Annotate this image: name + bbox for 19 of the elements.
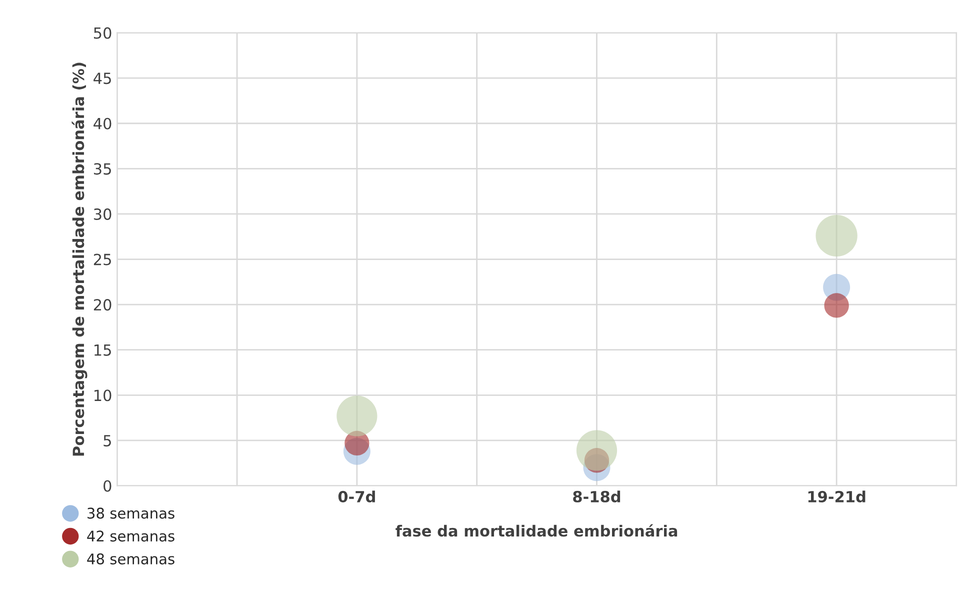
legend-label: 42 semanas — [87, 530, 174, 542]
y-tick-label: 10 — [94, 390, 112, 402]
x-tick-label: 0-7d — [338, 490, 375, 502]
y-tick-label: 25 — [94, 254, 111, 266]
y-tick-label: 15 — [94, 344, 111, 356]
legend-label: 38 semanas — [88, 508, 174, 519]
y-tick-label: 30 — [94, 208, 112, 220]
y-tick-label: 0 — [104, 480, 112, 492]
legend-label: 48 semanas — [87, 553, 174, 564]
y-tick-label: 20 — [94, 299, 112, 311]
y-tick-label: 50 — [94, 27, 112, 39]
y-tick-label: 5 — [104, 435, 111, 446]
y-tick-label: 45 — [94, 72, 111, 84]
x-tick-label: 19-21d — [808, 490, 866, 502]
y-tick-label: 35 — [94, 163, 111, 175]
y-axis-title: Porcentagem de mortalidade embrionária (%) — [72, 62, 88, 456]
x-axis-title: fase da mortalidade embrionária — [396, 524, 678, 537]
x-tick-label: 8-18d — [573, 490, 620, 502]
y-tick-label: 40 — [94, 118, 112, 130]
